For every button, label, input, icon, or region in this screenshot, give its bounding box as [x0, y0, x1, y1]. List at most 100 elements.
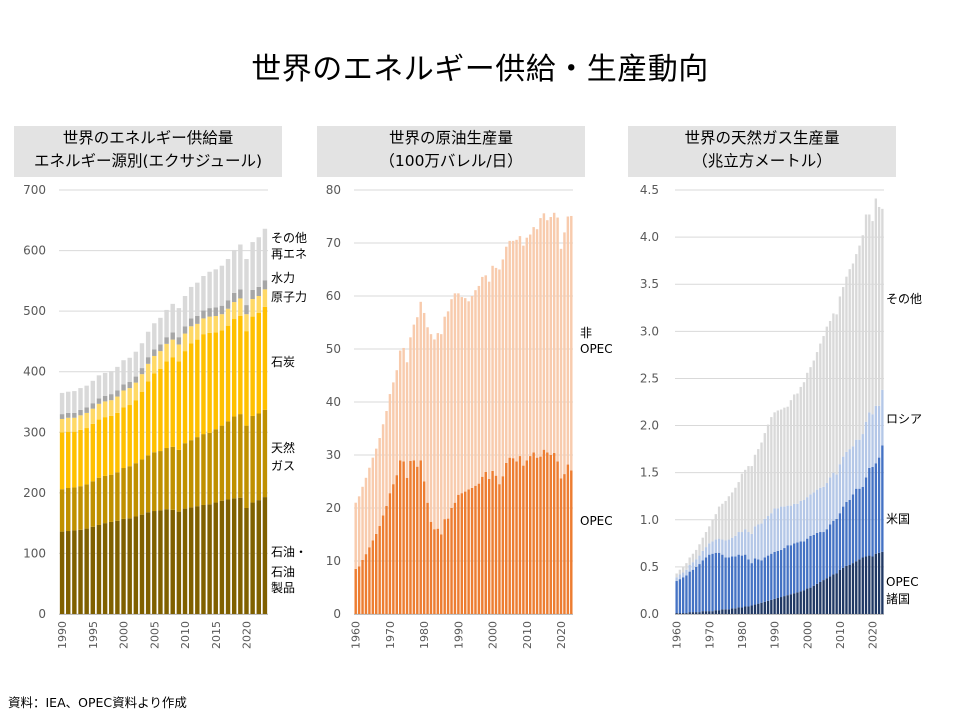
- bar-opec-1993: [467, 489, 470, 614]
- bar-opec-1960: [354, 568, 357, 614]
- bar-other-1986: [760, 442, 763, 524]
- bar-other-2016: [858, 245, 861, 440]
- bar-coal-1994: [84, 428, 89, 485]
- bar-other-2009: [176, 308, 182, 338]
- x-tick-label: 2020: [867, 621, 880, 649]
- bar-opec-2001: [809, 587, 812, 614]
- bar-opec-2000: [806, 588, 809, 614]
- y-tick-label: 1.5: [640, 466, 659, 480]
- bar-other-2016: [219, 265, 225, 306]
- bar-nuclear-1996: [96, 403, 102, 420]
- bar-russia-1978: [734, 535, 737, 557]
- bar-other-2010: [838, 296, 842, 465]
- bar-russia-2002: [812, 492, 815, 535]
- bar-coal-1991: [66, 431, 71, 489]
- bar-coal-2010: [182, 351, 188, 444]
- bar-russia-1991: [776, 508, 780, 551]
- x-tick-label: 1970: [703, 621, 716, 649]
- bar-non-opec-2006: [511, 240, 515, 459]
- bar-us-1997: [796, 542, 799, 593]
- bar-other-1995: [789, 400, 793, 506]
- bar-non-opec-1992: [463, 298, 467, 492]
- bar-non-opec-2013: [535, 229, 539, 458]
- bar-us-1992: [779, 549, 783, 598]
- bar-coal-2017: [225, 325, 231, 422]
- bar-nuclear-2010: [182, 333, 188, 352]
- bar-non-opec-2012: [532, 227, 535, 453]
- bar-russia-1997: [796, 503, 799, 543]
- bar-other-2009: [835, 314, 838, 475]
- bar-opec-2002: [498, 484, 501, 614]
- bar-hydro-1996: [96, 398, 102, 404]
- bar-opec-2005: [822, 580, 825, 614]
- series-label-coal: 石炭: [271, 355, 295, 369]
- bar-non-opec-2005: [508, 240, 511, 458]
- bar-gas-1992: [72, 487, 77, 531]
- bar-non-opec-1998: [484, 275, 487, 472]
- bar-opec-2019: [556, 461, 559, 614]
- bar-other-2014: [207, 271, 212, 309]
- bar-other-1963: [685, 563, 688, 570]
- bar-opec-2013: [535, 457, 539, 614]
- bar-gas-1996: [96, 477, 102, 525]
- bar-other-2004: [145, 331, 151, 358]
- bar-other-2018: [231, 249, 237, 293]
- x-tick-label: 2005: [148, 621, 161, 649]
- x-tick-label: 1960: [350, 621, 363, 649]
- bar-hydro-1998: [109, 394, 114, 401]
- bar-opec-2020: [871, 556, 874, 614]
- bar-opec-1962: [361, 559, 364, 614]
- bar-opec-2008: [832, 574, 835, 614]
- bar-opec-1993: [783, 596, 786, 614]
- bar-gas-1994: [84, 484, 89, 529]
- bar-nuclear-2018: [231, 302, 237, 320]
- bar-coal-2005: [152, 373, 157, 453]
- bar-other-2021: [874, 198, 878, 406]
- bar-other-1968: [701, 537, 704, 551]
- bar-opec-1999: [802, 590, 806, 614]
- bar-hydro-2010: [182, 326, 188, 334]
- bar-non-opec-1967: [378, 438, 381, 527]
- bar-russia-1985: [757, 524, 760, 560]
- bar-other-2003: [815, 352, 819, 490]
- bar-us-2017: [861, 486, 864, 558]
- bar-hydro-2008: [170, 332, 175, 340]
- bar-opec-2023: [570, 470, 573, 614]
- bar-hydro-1991: [66, 412, 71, 418]
- bar-other-1980: [740, 473, 744, 533]
- bar-opec-1995: [789, 594, 793, 614]
- bar-other-1992: [779, 409, 783, 507]
- series-label-other: 再エネ: [271, 247, 307, 261]
- bar-opec-1972: [395, 475, 398, 614]
- bar-opec-2014: [539, 456, 542, 614]
- bar-other-2003: [139, 343, 145, 369]
- bar-us-1991: [776, 550, 780, 598]
- bar-non-opec-1987: [446, 311, 450, 519]
- bar-opec-2008: [518, 456, 522, 614]
- bar-us-1962: [681, 577, 685, 614]
- bar-opec-2004: [819, 581, 822, 614]
- bar-coal-2012: [195, 339, 200, 438]
- bar-us-1965: [691, 569, 695, 613]
- bar-oil-2007: [164, 509, 169, 614]
- chart-2: 0 10 20 30 40 50 60 70 80 1960 1970 1980 1990 2000 201…: [326, 183, 613, 649]
- bar-hydro-1992: [72, 412, 77, 418]
- bar-nuclear-2017: [225, 308, 231, 326]
- bar-coal-2011: [188, 343, 194, 441]
- bar-opec-2011: [528, 456, 532, 614]
- bar-opec-1986: [443, 519, 446, 614]
- chart-title-line1: 世界のエネルギー供給量: [62, 129, 234, 147]
- bar-non-opec-1994: [470, 296, 474, 488]
- x-tick-label: 2010: [179, 621, 192, 649]
- bar-us-1987: [763, 557, 766, 602]
- bar-gas-1997: [102, 475, 108, 524]
- bar-opec-1991: [776, 597, 780, 614]
- bar-opec-1994: [786, 595, 789, 614]
- bar-opec-2015: [542, 449, 546, 614]
- bar-gas-1991: [66, 488, 71, 532]
- bar-hydro-2004: [145, 357, 151, 364]
- bar-opec-2017: [861, 557, 864, 614]
- bar-opec-1979: [737, 607, 740, 614]
- bar-other-1995: [90, 380, 96, 404]
